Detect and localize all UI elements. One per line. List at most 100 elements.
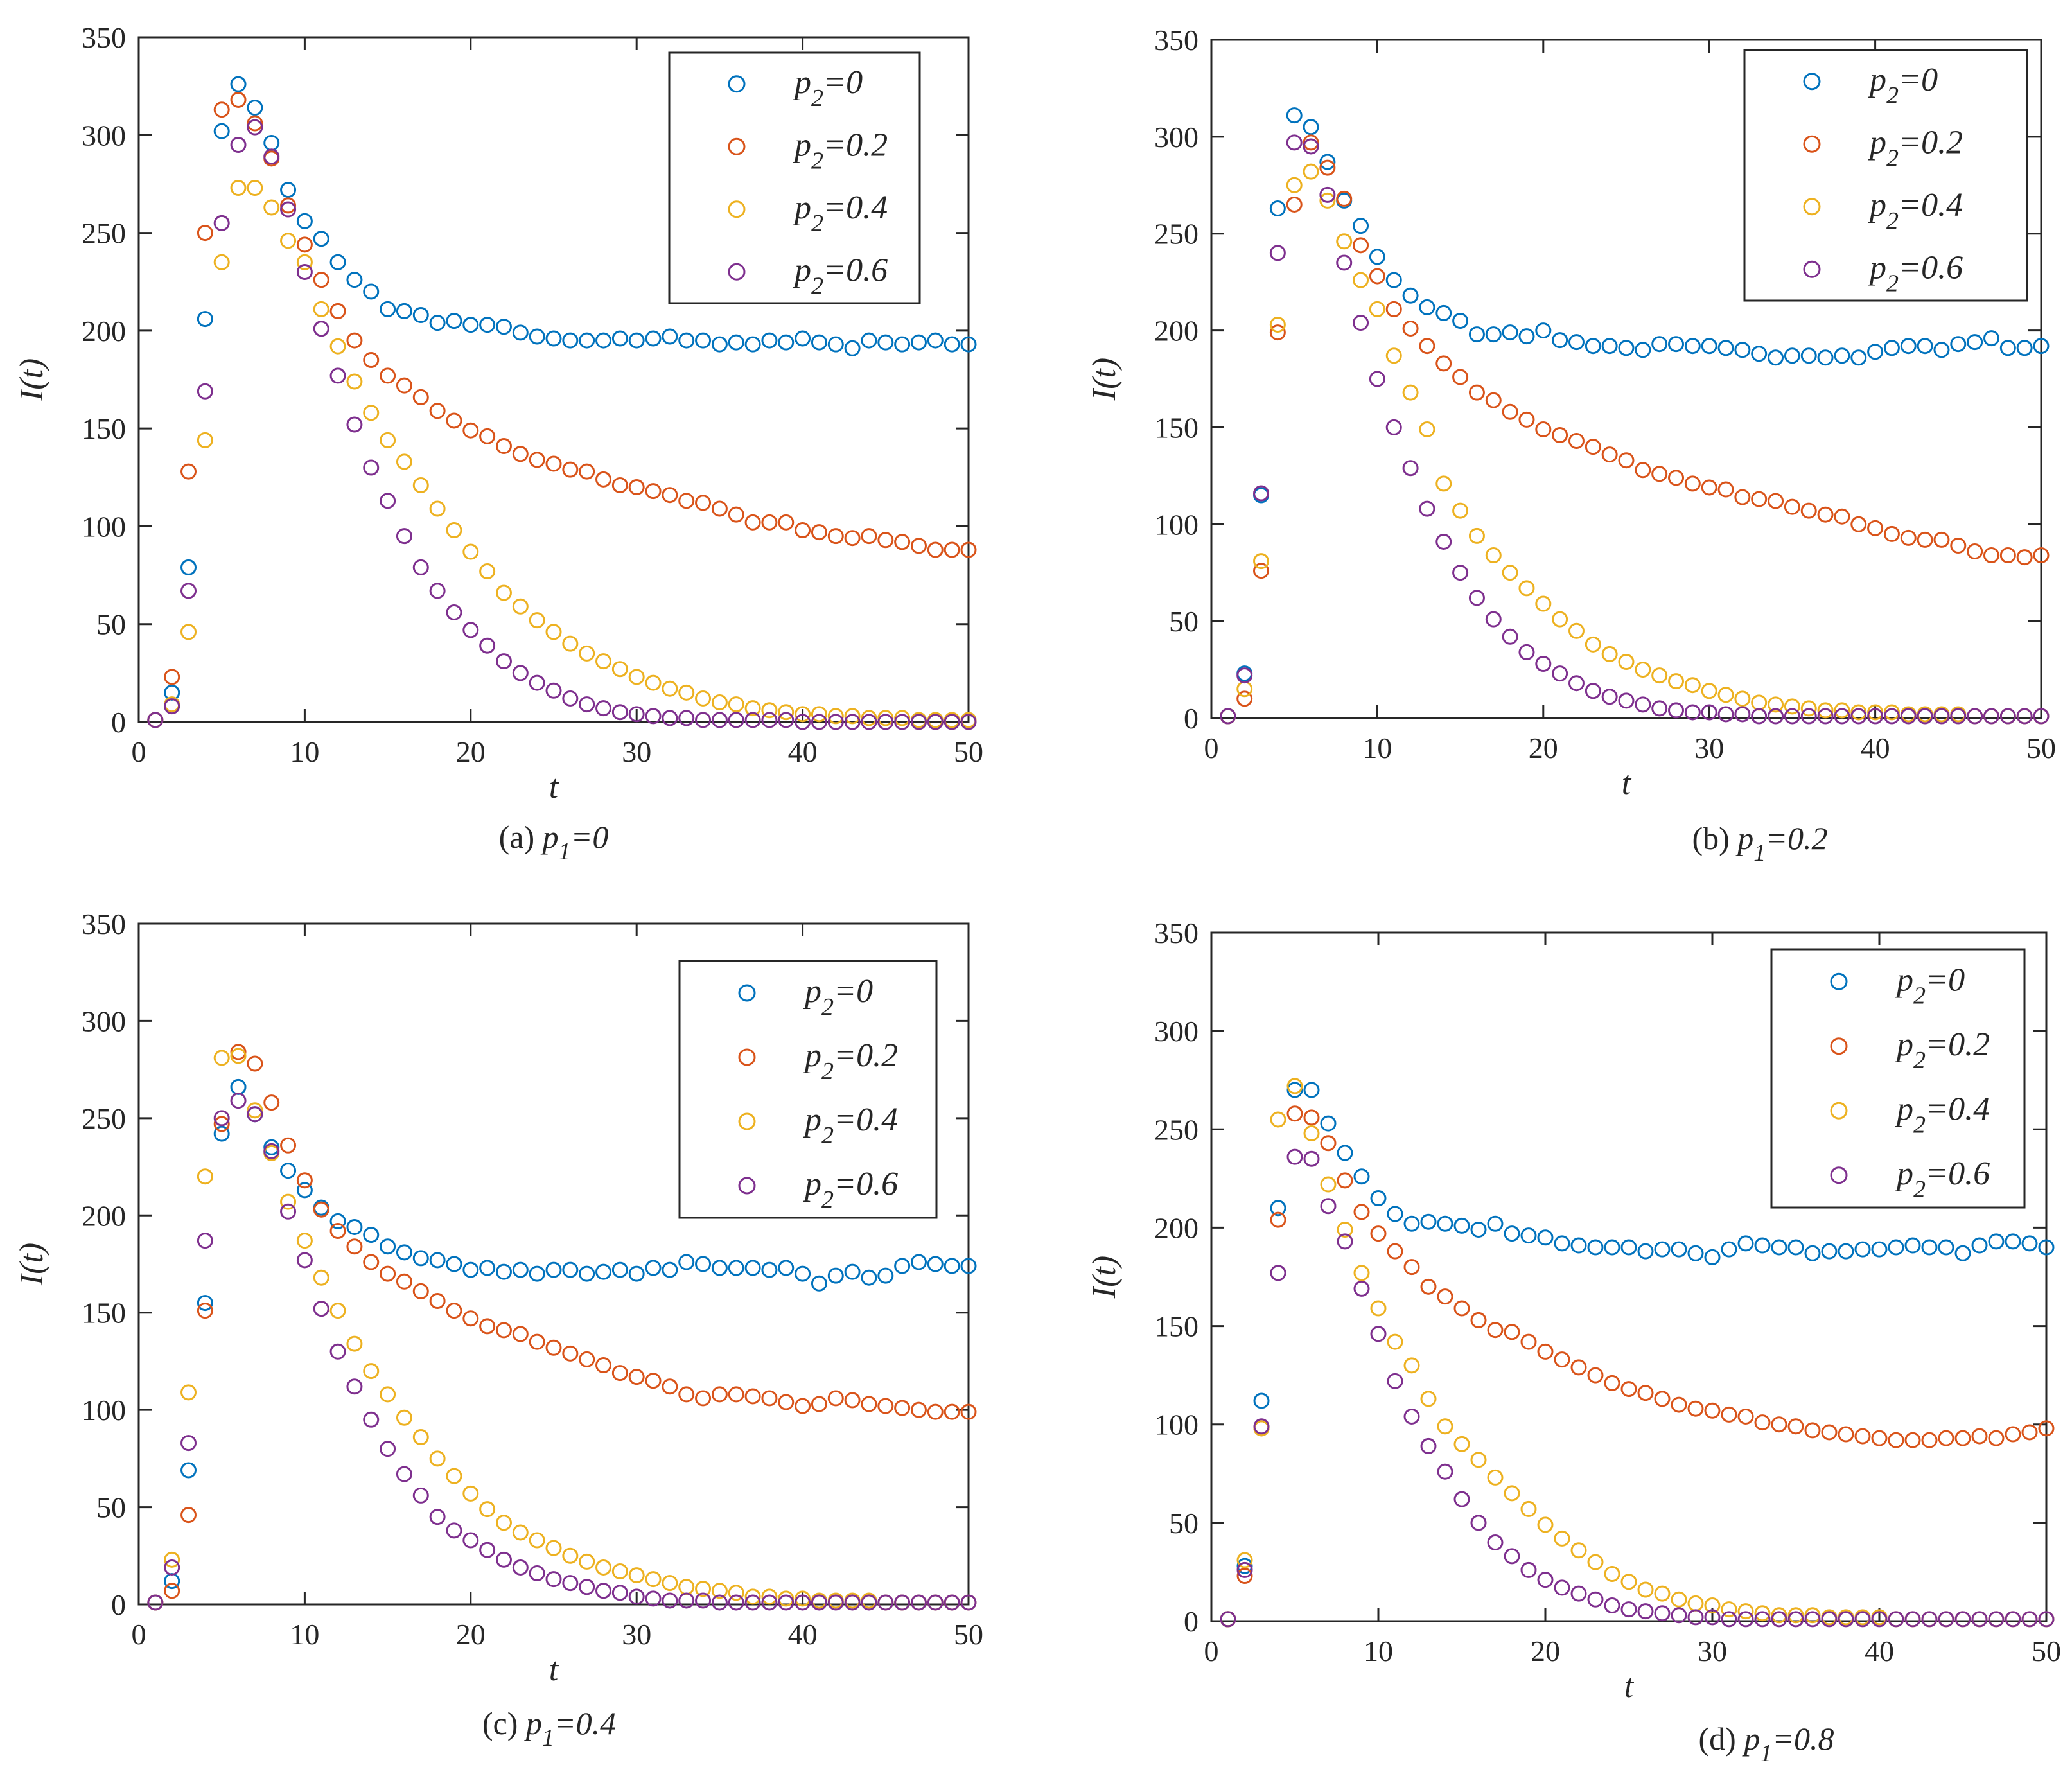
data-point bbox=[1954, 1430, 1971, 1446]
series-3 bbox=[1220, 1148, 2055, 1628]
data-point bbox=[1620, 1239, 1637, 1256]
data-point bbox=[744, 1594, 761, 1611]
data-point bbox=[1950, 537, 1967, 554]
data-point bbox=[827, 1267, 844, 1284]
data-point bbox=[844, 340, 861, 356]
data-point bbox=[1369, 371, 1385, 387]
data-point bbox=[1867, 704, 1884, 721]
data-point bbox=[1854, 1611, 1871, 1628]
data-point bbox=[1971, 1611, 1988, 1628]
data-point bbox=[1921, 1432, 1938, 1448]
data-point bbox=[960, 1594, 977, 1611]
data-point bbox=[1754, 1414, 1771, 1431]
data-point bbox=[744, 1260, 761, 1276]
data-point bbox=[645, 1260, 662, 1276]
data-point bbox=[380, 1238, 396, 1255]
data-point bbox=[1554, 1579, 1570, 1596]
data-point bbox=[562, 332, 579, 349]
data-point bbox=[462, 422, 479, 439]
data-point bbox=[479, 1260, 496, 1276]
data-point bbox=[611, 1585, 628, 1601]
data-point bbox=[296, 1172, 313, 1189]
data-point bbox=[1587, 1239, 1604, 1256]
data-point bbox=[1867, 344, 1884, 360]
legend-marker bbox=[1830, 972, 1848, 990]
data-point bbox=[213, 1110, 230, 1127]
data-point bbox=[446, 522, 462, 539]
data-point bbox=[1453, 1491, 1470, 1507]
panel-caption: (b) p1=0.2 bbox=[1692, 820, 1827, 866]
data-point bbox=[1319, 154, 1336, 170]
data-point bbox=[512, 1326, 529, 1342]
data-point bbox=[579, 1579, 595, 1595]
data-point bbox=[2016, 549, 2033, 566]
y-tick-label: 0 bbox=[111, 1588, 126, 1621]
data-point bbox=[1353, 1280, 1370, 1297]
y-tick-label: 100 bbox=[1154, 1409, 1198, 1441]
data-point bbox=[795, 522, 811, 539]
data-point bbox=[545, 1339, 562, 1356]
data-point bbox=[1933, 708, 1950, 725]
legend-entry: p2=0.4 bbox=[1867, 187, 1963, 234]
data-point bbox=[1967, 708, 1983, 725]
data-point bbox=[927, 541, 944, 558]
data-point bbox=[346, 373, 363, 390]
data-point bbox=[744, 1388, 761, 1405]
data-point bbox=[1369, 249, 1385, 265]
data-point bbox=[230, 180, 247, 197]
data-point bbox=[1654, 1241, 1671, 1258]
data-point bbox=[811, 1594, 827, 1611]
data-point bbox=[1520, 1227, 1537, 1244]
data-point bbox=[479, 1318, 496, 1335]
data-point bbox=[380, 432, 396, 448]
data-point bbox=[1821, 1424, 1838, 1441]
y-tick-label: 200 bbox=[1154, 315, 1198, 347]
data-point bbox=[927, 1256, 944, 1272]
data-point bbox=[1784, 698, 1800, 715]
data-point bbox=[1734, 706, 1751, 723]
data-point bbox=[280, 182, 297, 198]
data-point bbox=[429, 315, 446, 331]
data-point bbox=[1353, 272, 1369, 288]
data-point bbox=[1604, 1597, 1620, 1613]
y-tick-label: 350 bbox=[82, 908, 126, 940]
data-point bbox=[1337, 1233, 1353, 1250]
data-point bbox=[778, 1260, 795, 1276]
data-point bbox=[396, 1273, 412, 1290]
data-point bbox=[1286, 196, 1303, 213]
data-point bbox=[1369, 268, 1385, 285]
panel-a: 0 10 20 30 40 50 0 50 100 150 200 250 300 350 t I(t) p2=… bbox=[13, 21, 983, 865]
data-point bbox=[1253, 1392, 1270, 1409]
data-point bbox=[296, 213, 313, 229]
x-axis-label: t bbox=[549, 1651, 559, 1688]
data-point bbox=[197, 1295, 213, 1312]
data-point bbox=[1552, 611, 1568, 628]
data-point bbox=[579, 696, 595, 713]
data-point bbox=[1768, 493, 1784, 509]
data-point bbox=[512, 1524, 529, 1541]
data-point bbox=[1585, 439, 1601, 455]
legend-entry: p2=0.2 bbox=[1867, 124, 1963, 171]
data-point bbox=[1834, 508, 1850, 525]
data-point bbox=[1871, 1611, 1888, 1628]
data-point bbox=[1988, 1430, 2005, 1446]
legend-entry: p2=0 bbox=[1867, 62, 1938, 109]
data-point bbox=[1286, 1078, 1303, 1094]
data-point bbox=[1570, 1542, 1587, 1559]
data-point bbox=[795, 330, 811, 347]
data-point bbox=[1800, 708, 1817, 725]
y-tick-label: 350 bbox=[1154, 917, 1198, 949]
data-point bbox=[1721, 1601, 1737, 1618]
data-point bbox=[1737, 1235, 1754, 1252]
data-point bbox=[579, 1553, 595, 1570]
data-point bbox=[1734, 489, 1751, 505]
data-point bbox=[1487, 1215, 1504, 1232]
data-point bbox=[1668, 673, 1685, 690]
series-0 bbox=[147, 1078, 977, 1611]
legend-marker bbox=[1803, 198, 1821, 216]
y-tick-label: 200 bbox=[1154, 1211, 1198, 1244]
data-point bbox=[1236, 690, 1253, 707]
data-point bbox=[1568, 675, 1585, 692]
data-point bbox=[811, 1396, 827, 1412]
